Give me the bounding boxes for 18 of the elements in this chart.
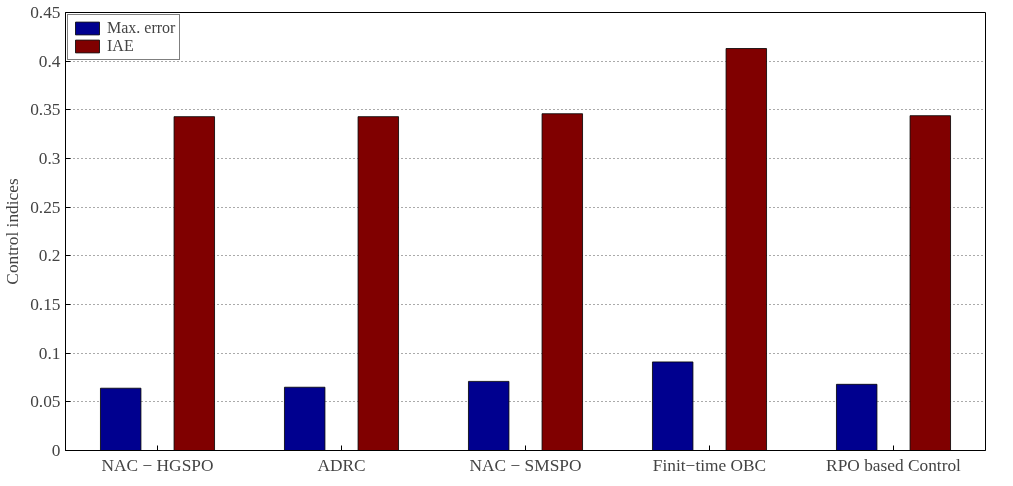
y-tick-label: 0.35 (30, 100, 61, 120)
y-tick-label: 0.1 (38, 343, 61, 363)
x-tick-label: RPO based Control (826, 455, 962, 475)
y-tick-label: 0 (51, 441, 61, 460)
y-tick-label: 0.05 (30, 392, 61, 412)
x-tick-label: ADRC (317, 455, 366, 475)
y-tick-label: 0.3 (38, 149, 61, 168)
legend-label: IAE (107, 37, 134, 55)
legend-label: Max. error (107, 19, 176, 37)
x-tick-label: NAC − HGSPO (101, 455, 214, 475)
y-tick-label: 0.15 (30, 295, 61, 314)
x-tick-label: Finit−time OBC (652, 455, 767, 475)
y-tick-label: 0.45 (30, 3, 61, 22)
y-tick-label: 0.4 (38, 51, 61, 71)
y-tick-label: 0.25 (30, 197, 61, 217)
y-axis-title: Control indices (3, 178, 23, 285)
x-tick-label: NAC − SMSPO (469, 455, 582, 475)
y-tick-label: 0.2 (38, 246, 61, 266)
